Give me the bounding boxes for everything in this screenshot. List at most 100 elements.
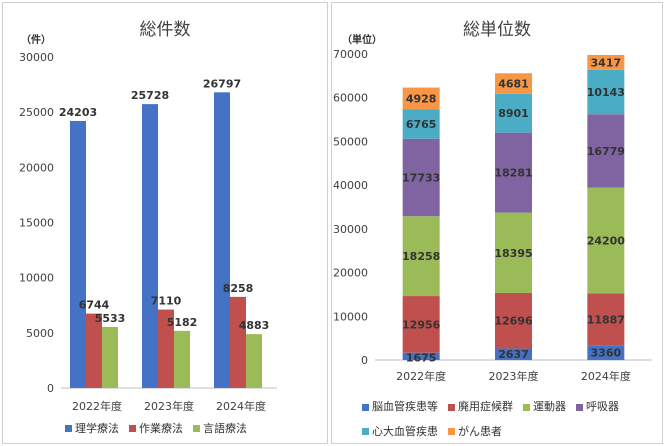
data-label: 18281: [494, 167, 532, 180]
data-label: 6744: [79, 299, 110, 312]
legend-label: 言語療法: [203, 422, 247, 435]
y-tick-label: 20000: [333, 267, 368, 280]
y-tick-label: 10000: [19, 272, 54, 285]
y-tick-label: 25000: [19, 106, 54, 119]
bar-segment: [587, 69, 625, 115]
y-tick-label: 40000: [333, 179, 368, 192]
legend-label: 廃用症候群: [458, 400, 513, 413]
legend-swatch: [362, 428, 369, 435]
bar-segment: [587, 345, 625, 360]
legend-item: 理学療法: [65, 420, 119, 436]
bar-segment: [587, 114, 625, 188]
x-tick-label: 2022年度: [396, 369, 446, 383]
y-tick-label: 20000: [19, 161, 54, 174]
y-unit-label: （件）: [21, 35, 51, 46]
legend-swatch: [523, 403, 530, 411]
bar-segment: [402, 109, 440, 139]
bar-segment: [402, 138, 440, 217]
y-tick-label: 5000: [26, 327, 54, 340]
bar: [142, 104, 158, 388]
data-label: 1675: [406, 352, 437, 365]
y-tick-label: 30000: [19, 51, 54, 64]
data-label: 4928: [406, 92, 437, 105]
x-tick-label: 2024年度: [581, 369, 631, 383]
chart-legend: 脳血管疾患等 廃用症候群 運動器 呼吸器心大血管疾患 がん患者: [362, 395, 657, 444]
y-tick-label: 60000: [333, 92, 368, 105]
data-label: 7110: [151, 295, 182, 308]
bar-segment: [402, 216, 440, 297]
data-label: 2637: [498, 348, 529, 361]
data-label: 26797: [203, 77, 241, 90]
bar-segment: [402, 352, 440, 360]
bar-segment: [495, 93, 532, 133]
legend-label: 作業療法: [139, 422, 183, 435]
data-label: 4681: [498, 78, 529, 91]
legend-item: 運動器: [523, 395, 566, 419]
data-label: 12696: [494, 315, 533, 328]
y-tick-label: 10000: [333, 310, 368, 323]
data-label: 18395: [494, 247, 532, 260]
bar-segment: [495, 348, 532, 360]
data-label: 10143: [587, 86, 625, 99]
chart-legend: 理学療法 作業療法 言語療法: [65, 420, 257, 436]
legend-label: 運動器: [533, 400, 566, 413]
data-label: 11887: [587, 313, 625, 326]
data-label: 25728: [131, 89, 169, 102]
bar: [174, 330, 190, 388]
y-tick-label: 70000: [333, 48, 368, 61]
bar: [214, 92, 230, 388]
data-label: 24200: [587, 234, 626, 247]
data-label: 8258: [223, 282, 254, 295]
legend-item: 呼吸器: [576, 395, 619, 419]
x-tick-label: 2023年度: [489, 369, 539, 383]
y-tick-label: 50000: [333, 135, 368, 148]
x-tick-label: 2024年度: [216, 399, 266, 413]
data-label: 24203: [59, 106, 97, 119]
bar-segment: [495, 292, 532, 349]
data-label: 4883: [239, 319, 270, 332]
data-label: 6765: [406, 118, 437, 131]
legend-label: がん患者: [458, 424, 502, 438]
data-label: 5533: [95, 312, 126, 325]
x-tick-label: 2022年度: [72, 399, 122, 413]
legend-label: 理学療法: [75, 422, 119, 435]
bar: [230, 296, 246, 388]
data-label: 8901: [498, 107, 529, 120]
chart-title: 総単位数: [463, 20, 531, 40]
data-label: 18258: [402, 250, 440, 263]
x-tick-label: 2023年度: [144, 399, 194, 413]
legend-label: 呼吸器: [586, 400, 619, 413]
legend-label: 心大血管疾患: [372, 424, 438, 438]
legend-item: 脳血管疾患等: [362, 395, 438, 419]
legend-item: 言語療法: [193, 420, 247, 436]
data-label: 17733: [402, 171, 440, 184]
legend-swatch: [193, 424, 200, 432]
bar: [86, 313, 102, 388]
legend-swatch: [129, 424, 136, 432]
legend-item: 廃用症候群: [448, 395, 513, 419]
data-label: 5182: [167, 316, 198, 329]
bar-segment: [495, 132, 532, 213]
bar-segment: [587, 293, 625, 346]
chart-panel-total-cases: 総件数 （件） 0 5000 10000 15000 20000 25000 30000 24…: [2, 2, 328, 444]
legend-item: 作業療法: [129, 420, 183, 436]
bar: [102, 326, 118, 388]
bar-segment: [402, 296, 440, 353]
chart-panel-total-units: 総単位数 （単位） 0 10000 20000 30000 40000 50000 6000…: [331, 2, 663, 444]
y-tick-label: 0: [47, 382, 54, 395]
bar-segment: [495, 212, 532, 293]
bar-segment: [587, 54, 625, 70]
y-tick-label: 15000: [19, 217, 54, 230]
legend-item: 心大血管疾患: [362, 420, 438, 444]
legend-label: 脳血管疾患等: [372, 400, 438, 413]
stacked-bar-chart-total-units: 0 10000 20000 30000 40000 50000 60000 70000 1675…: [333, 48, 652, 383]
bar-segment: [402, 87, 440, 110]
bar: [158, 309, 174, 388]
legend-swatch: [65, 424, 72, 432]
legend-item: がん患者: [448, 420, 502, 444]
data-label: 3417: [591, 56, 622, 69]
data-label: 3360: [591, 347, 622, 360]
bar-segment: [495, 73, 532, 94]
y-unit-label: （単位）: [342, 35, 382, 46]
legend-swatch: [448, 428, 455, 435]
